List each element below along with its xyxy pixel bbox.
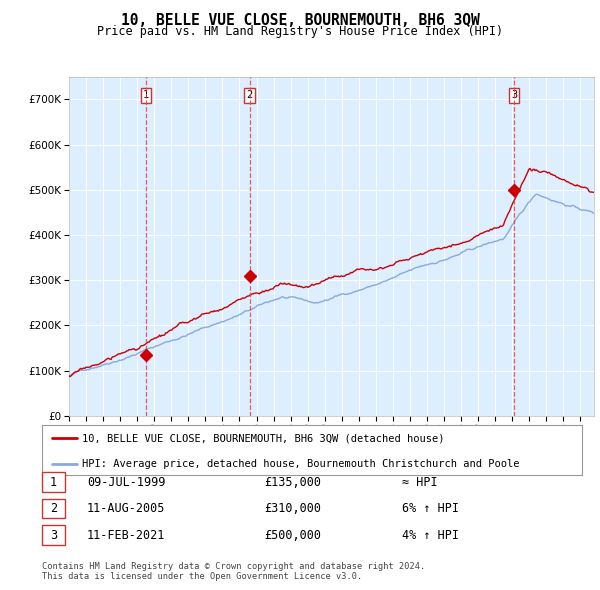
Text: 2: 2 (247, 90, 253, 100)
Text: 1: 1 (143, 90, 149, 100)
Text: £135,000: £135,000 (264, 476, 321, 489)
Text: 10, BELLE VUE CLOSE, BOURNEMOUTH, BH6 3QW: 10, BELLE VUE CLOSE, BOURNEMOUTH, BH6 3Q… (121, 13, 479, 28)
Text: £500,000: £500,000 (264, 529, 321, 542)
Text: 3: 3 (511, 90, 517, 100)
Text: 3: 3 (50, 529, 57, 542)
Text: 4% ↑ HPI: 4% ↑ HPI (402, 529, 459, 542)
Text: 09-JUL-1999: 09-JUL-1999 (87, 476, 166, 489)
Text: £310,000: £310,000 (264, 502, 321, 515)
Text: 11-FEB-2021: 11-FEB-2021 (87, 529, 166, 542)
Text: 10, BELLE VUE CLOSE, BOURNEMOUTH, BH6 3QW (detached house): 10, BELLE VUE CLOSE, BOURNEMOUTH, BH6 3Q… (83, 433, 445, 443)
Text: 11-AUG-2005: 11-AUG-2005 (87, 502, 166, 515)
Text: 2: 2 (50, 502, 57, 515)
Text: HPI: Average price, detached house, Bournemouth Christchurch and Poole: HPI: Average price, detached house, Bour… (83, 459, 520, 469)
Text: 1: 1 (50, 476, 57, 489)
Text: 6% ↑ HPI: 6% ↑ HPI (402, 502, 459, 515)
Text: Contains HM Land Registry data © Crown copyright and database right 2024.
This d: Contains HM Land Registry data © Crown c… (42, 562, 425, 581)
Text: ≈ HPI: ≈ HPI (402, 476, 437, 489)
Text: Price paid vs. HM Land Registry's House Price Index (HPI): Price paid vs. HM Land Registry's House … (97, 25, 503, 38)
